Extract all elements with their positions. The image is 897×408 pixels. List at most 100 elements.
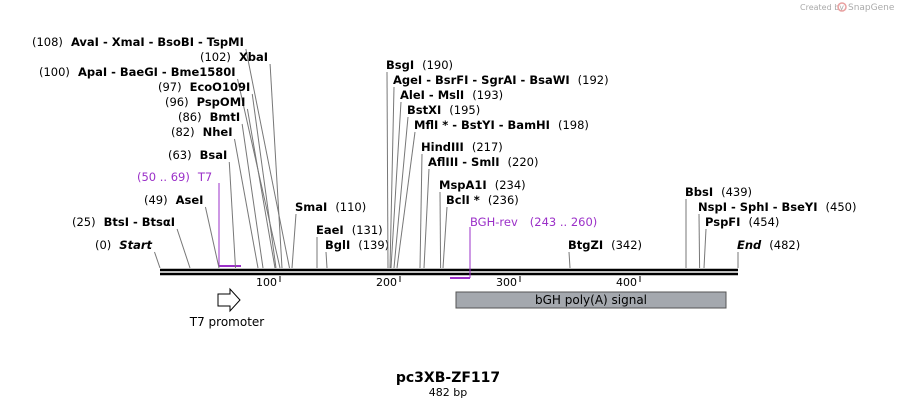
enzyme-label: (0) Start [95,238,153,252]
feature-box [455,291,727,309]
enzyme-leader [698,213,701,269]
cut-position: (100) [39,65,70,79]
enzyme-name: BglI [325,238,350,252]
enzyme-name: HindIII [421,140,464,154]
enzyme-name: BsaI [200,148,228,162]
enzyme-name: AflIII - SmlI [428,155,500,169]
enzyme-label: NspI - SphI - BseYI (450) [698,200,856,214]
enzyme-name: XbaI [239,50,268,64]
cut-position: (234) [495,178,526,192]
enzyme-label: AgeI - BsrFI - SgrAI - BsaWI (192) [393,73,609,87]
ruler-label: 200 [376,276,397,289]
cut-position: (63) [168,148,192,162]
cut-position: (0) [95,238,111,252]
enzyme-label: (86) BmtI [178,110,240,124]
enzyme-label: BstXI (195) [407,103,480,117]
enzyme-label: (102) XbaI [200,50,268,64]
enzyme-leader [393,116,409,269]
enzyme-label: MflI * - BstYI - BamHI (198) [414,118,589,132]
cut-position: (439) [721,185,752,199]
enzyme-name: BclI * [446,193,480,207]
enzyme-label: EaeI (131) [316,223,383,237]
enzyme-leader [245,48,290,269]
ruler-label: 300 [496,276,517,289]
enzyme-label: End (482) [737,238,800,252]
cut-position: (236) [488,193,519,207]
promoter-arrow [217,287,241,313]
cut-position: (195) [449,103,480,117]
primer-label: (50 .. 69) T7 [137,170,212,184]
enzyme-name: BmtI [210,110,241,124]
cut-position: (97) [158,80,182,94]
primer-name: BGH-rev [470,215,518,229]
enzyme-label: (25) BtsI - BtsαI [72,215,175,229]
enzyme-label: BtgZI (342) [568,238,642,252]
enzyme-leader [442,206,448,269]
enzyme-name: EcoO109I [190,80,251,94]
enzyme-leader [291,213,297,269]
enzyme-leader [228,161,236,269]
enzyme-name: AgeI - BsrFI - SgrAI - BsaWI [393,73,570,87]
enzyme-name: End [737,238,762,252]
enzyme-label: (96) PspOMI [165,95,245,109]
enzyme-leader [419,153,423,269]
enzyme-leader [396,131,416,269]
enzyme-label: (97) EcoO109I [158,80,250,94]
enzyme-name: EaeI [316,223,344,237]
feature-label: T7 promoter [189,315,265,329]
enzyme-leader [251,93,277,269]
enzyme-label: (100) ApaI - BaeGI - Bme1580I [39,65,236,79]
enzyme-name: SmaI [295,200,327,214]
enzyme-label: BsgI (190) [386,58,453,72]
ruler-label: 100 [256,276,277,289]
cut-position: (192) [578,73,609,87]
ruler-label: 400 [616,276,637,289]
enzyme-leader [241,123,264,269]
primer-label: BGH-rev (243 .. 260) [470,215,597,229]
cut-position: (139) [358,238,389,252]
enzyme-name: BtgZI [568,238,603,252]
enzyme-label: (108) AvaI - XmaI - BsoBI - TspMI [32,35,244,49]
cut-position: (96) [165,95,189,109]
enzyme-name: NspI - SphI - BseYI [698,200,818,214]
enzyme-leader [390,101,402,269]
enzyme-leader [269,63,283,269]
enzyme-name: MspA1I [439,178,487,192]
map-subtitle: 482 bp [429,386,467,399]
enzyme-name: AseI [176,193,204,207]
cut-position: (102) [200,50,231,64]
enzyme-label: AflIII - SmlI (220) [428,155,538,169]
primer-name: T7 [197,170,212,184]
watermark-logo [837,2,847,12]
enzyme-name: BbsI [685,185,713,199]
cut-position: (217) [472,140,503,154]
primer-range: (50 .. 69) [137,170,190,184]
cut-position: (482) [769,238,800,252]
enzyme-leader [439,191,442,269]
cut-position: (86) [178,110,202,124]
enzyme-label: HindIII (217) [421,140,503,154]
enzyme-label: BglI (139) [325,238,389,252]
watermark-brand: SnapGene [848,3,895,13]
enzyme-label: BclI * (236) [446,193,519,207]
enzyme-label: SmaI (110) [295,200,366,214]
enzyme-leader [386,71,389,269]
cut-position: (198) [558,118,589,132]
cut-position: (82) [171,125,195,139]
enzyme-leader [176,228,191,269]
enzyme-name: BstXI [407,103,441,117]
cut-position: (190) [422,58,453,72]
cut-position: (454) [748,215,779,229]
enzyme-name: BsgI [386,58,414,72]
enzyme-leader [423,168,430,269]
enzyme-label: BbsI (439) [685,185,752,199]
cut-position: (220) [508,155,539,169]
enzyme-leader [703,228,707,269]
enzyme-label: (63) BsaI [168,148,227,162]
map-title: pc3XB-ZF117 [396,370,500,386]
enzyme-leader [246,108,276,269]
cut-position: (110) [335,200,366,214]
enzyme-leader [154,251,161,269]
enzyme-label: AleI - MslI (193) [400,88,503,102]
